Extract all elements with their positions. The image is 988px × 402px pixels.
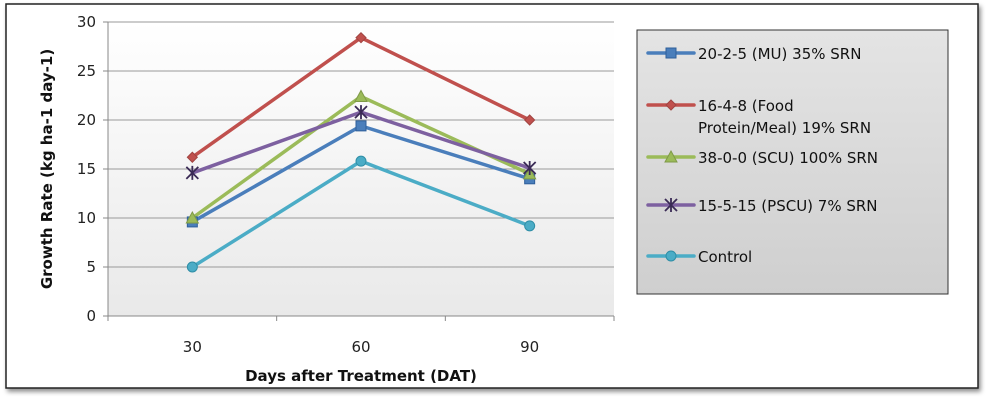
data-point: [355, 31, 367, 44]
data-point: [354, 89, 368, 102]
legend-label: 15-5-15 (PSCU) 7% SRN: [698, 197, 878, 215]
data-point: [355, 120, 367, 132]
legend-label-line: Protein/Meal) 19% SRN: [698, 119, 871, 137]
data-point: [523, 114, 536, 126]
x-tick-label: 60: [351, 338, 370, 356]
legend-label-line: 16-4-8 (Food: [698, 97, 794, 115]
data-point: [524, 220, 536, 232]
data-point: [355, 155, 367, 167]
data-point: [186, 151, 199, 163]
legend-box: [636, 29, 949, 295]
legend-label: 16-4-8 (Food Protein/Meal) 19% SRN: [698, 97, 871, 137]
legend-label: Control: [698, 248, 752, 266]
series-markers: [185, 31, 537, 273]
legend-marker: [664, 198, 678, 212]
x-tick-labels: 30 60 90: [183, 338, 539, 356]
legend-marker: [665, 250, 677, 262]
legend-marker: [665, 99, 677, 111]
y-tick-label: 5: [86, 258, 96, 276]
data-point: [354, 105, 368, 120]
y-tick-label: 15: [77, 160, 96, 178]
data-point: [523, 161, 537, 176]
y-tick-label: 25: [77, 62, 96, 80]
legend-label: 38-0-0 (SCU) 100% SRN: [698, 149, 878, 167]
legend-label: 20-2-5 (MU) 35% SRN: [698, 45, 861, 63]
legend: 20-2-5 (MU) 35% SRN 16-4-8 (Food Protein/M…: [646, 45, 878, 266]
y-tick-label: 10: [77, 209, 96, 227]
y-tick-labels: 0 5 10 15 20 25 30: [77, 13, 96, 325]
y-tick-label: 0: [86, 307, 96, 325]
x-tick-label: 30: [183, 338, 202, 356]
y-tick-label: 30: [77, 13, 96, 31]
legend-marker: [665, 47, 677, 59]
data-point: [185, 165, 199, 180]
y-axis-title: Growth Rate (kg ha-1 day-1): [38, 49, 56, 289]
legend-marker: [664, 149, 678, 163]
data-point: [185, 210, 200, 224]
y-tick-label: 20: [77, 111, 96, 129]
x-tick-label: 90: [520, 338, 539, 356]
data-point: [186, 261, 198, 273]
x-axis-title: Days after Treatment (DAT): [245, 367, 477, 385]
